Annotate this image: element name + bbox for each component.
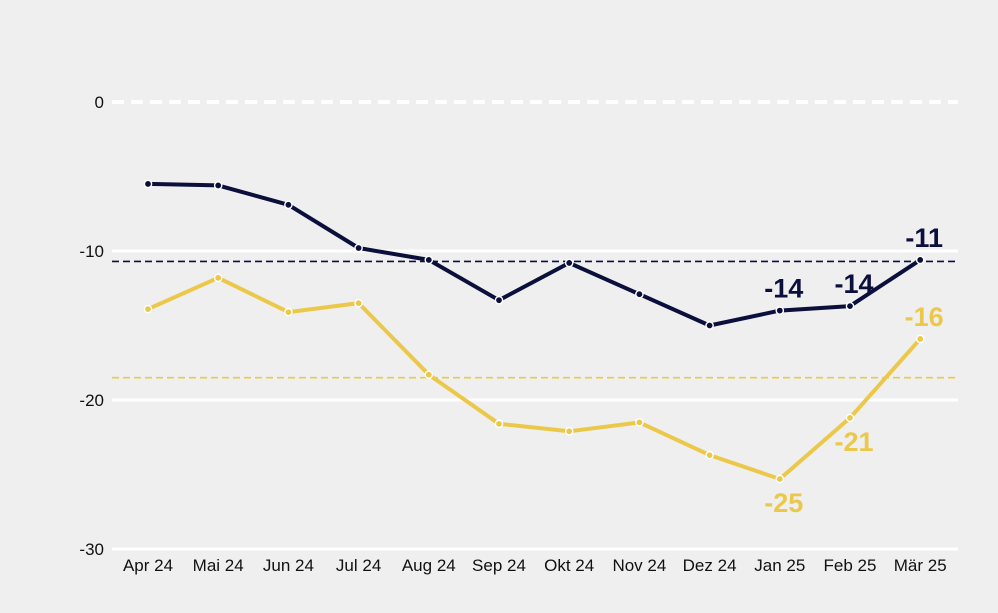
series-navy-point [915,255,925,265]
average-lines [112,260,958,379]
data-labels: -14 -14 -11 -25 -21 -16 [764,223,943,518]
series-yellow-data-label: -25 [764,488,803,518]
series-yellow-line [146,275,923,481]
x-tick-label: Jan 25 [754,556,805,575]
y-tick-label: 0 [95,93,104,112]
x-tick-label: Jun 24 [263,556,314,575]
y-tick-label: -10 [79,242,104,261]
x-tick-label: Apr 24 [123,556,173,575]
series-yellow-data-label: -16 [905,302,944,332]
series-navy-point [354,243,363,253]
series-navy-data-label: -11 [905,223,943,253]
series-yellow-point [915,334,925,344]
x-tick-label: Dez 24 [683,556,737,575]
x-tick-label: Mär 25 [894,556,947,575]
series-yellow-point [213,273,223,283]
series-yellow-point [845,413,855,423]
x-tick-label: Nov 24 [612,556,666,575]
series-navy-point [775,306,785,315]
x-tick-label: Okt 24 [544,556,594,575]
series-navy-point [494,295,504,305]
series-yellow-point [424,370,434,379]
series-yellow-data-label: -21 [834,427,873,457]
series-navy-point [845,301,855,311]
x-axis-ticks: Apr 24 Mai 24 Jun 24 Jul 24 Aug 24 Sep 24 Okt … [123,556,947,575]
series-yellow-point [284,307,293,317]
series-navy-data-label: -14 [764,274,803,304]
series-yellow-point [564,426,574,436]
x-tick-label: Mai 24 [193,556,244,575]
data-points [143,179,925,484]
series-navy-point [705,321,714,330]
series-navy-line [146,181,923,328]
series-navy-point [424,255,434,265]
y-tick-label: -20 [79,391,104,410]
series-yellow-point [775,474,785,484]
series-yellow-point [635,418,644,427]
x-tick-label: Aug 24 [402,556,456,575]
y-tick-label: -30 [79,540,104,559]
series-navy-point [284,200,293,210]
x-tick-label: Jul 24 [336,556,381,575]
series-yellow-point [354,298,363,308]
series-navy-point [143,179,153,189]
x-tick-label: Feb 25 [824,556,877,575]
series-yellow-point [705,450,714,460]
series-navy-point [635,289,644,299]
y-axis-ticks: 0 -10 -20 -30 [79,93,104,559]
series-yellow-point [494,419,504,429]
series-navy-point [564,258,574,268]
series-navy-point [213,181,223,190]
series-yellow-point [143,304,153,314]
grid-lines [112,100,958,551]
x-tick-label: Sep 24 [472,556,526,575]
series-navy-data-label: -14 [834,269,873,299]
series-lines [146,181,923,481]
